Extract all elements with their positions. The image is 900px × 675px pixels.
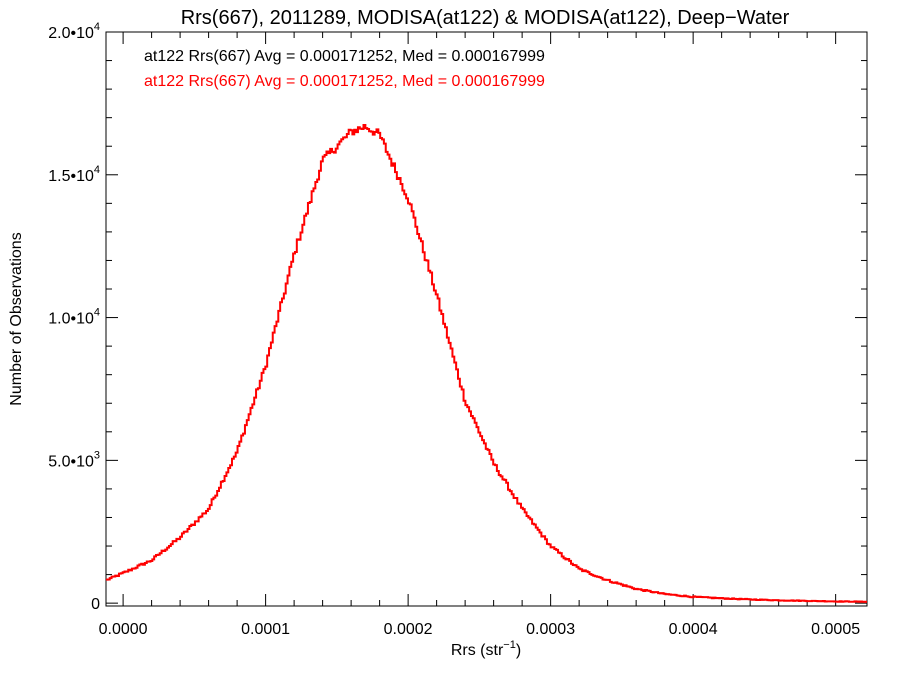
- y-tick-labels: 0 5.0•103 1.0•104 1.5•104 2.0•104: [48, 21, 100, 613]
- x-tick-label: 0.0002: [384, 621, 433, 638]
- histogram-series-line: [106, 123, 867, 603]
- axis-ticks: [106, 31, 867, 606]
- x-tick-label: 0.0000: [99, 621, 148, 638]
- x-tick-label: 0.0001: [241, 621, 290, 638]
- x-tick-label: 0.0005: [811, 621, 860, 638]
- x-tick-label: 0.0004: [669, 621, 718, 638]
- chart-title: Rrs(667), 2011289, MODISA(at122) & MODIS…: [181, 7, 790, 29]
- x-axis-title: Rrs (str−1): [451, 639, 521, 659]
- x-tick-label: 0.0003: [526, 621, 575, 638]
- y-tick-label: 0: [91, 596, 100, 613]
- y-axis-title: Number of Observations: [8, 232, 25, 405]
- annotation-text: at122 Rrs(667) Avg = 0.000171252, Med = …: [144, 73, 545, 90]
- y-tick-label: 1.5•104: [48, 164, 100, 185]
- annotation-text: at122 Rrs(667) Avg = 0.000171252, Med = …: [144, 48, 545, 65]
- plot-frame: [105, 31, 868, 607]
- y-tick-label: 5.0•103: [48, 449, 100, 470]
- y-tick-label: 1.0•104: [48, 307, 100, 328]
- annotations: at122 Rrs(667) Avg = 0.000171252, Med = …: [144, 48, 545, 90]
- x-tick-labels: 0.0000 0.0001 0.0002 0.0003 0.0004 0.0005: [99, 621, 861, 638]
- y-tick-label: 2.0•104: [48, 21, 100, 42]
